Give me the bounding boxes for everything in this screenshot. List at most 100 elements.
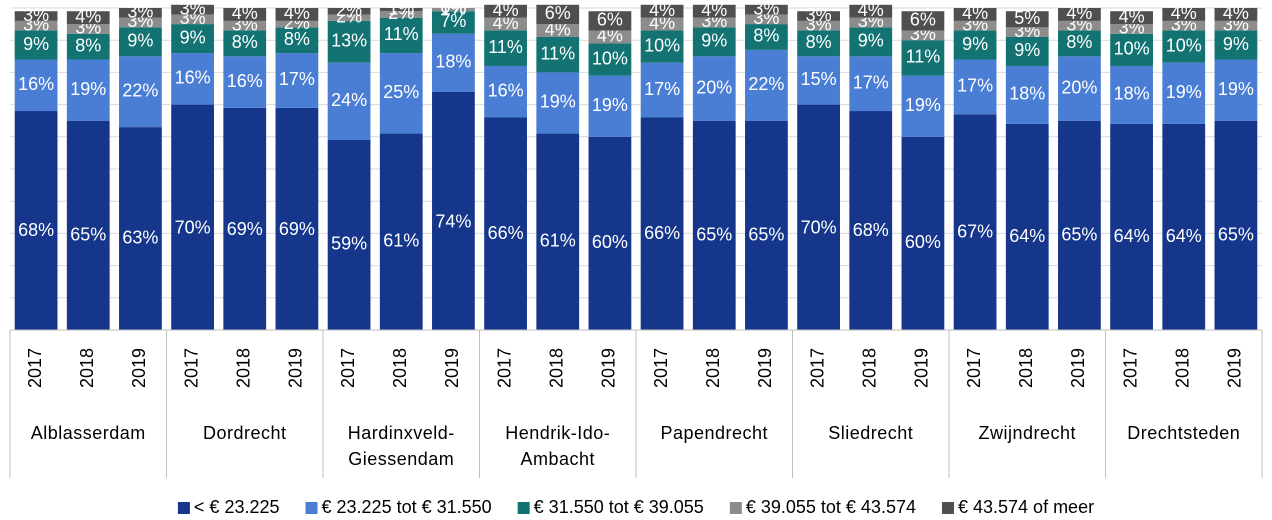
legend-item: € 31.550 tot € 39.055	[517, 497, 704, 517]
bar-segment	[119, 8, 162, 18]
legend-swatch	[177, 502, 190, 514]
bar-segment	[1110, 24, 1153, 34]
data-label: 17%	[853, 72, 889, 92]
bar-segment	[1110, 65, 1153, 124]
bar-segment	[953, 114, 997, 330]
x-tick-label: 2019	[755, 348, 775, 388]
data-label: 4%	[493, 13, 519, 33]
data-label: 8%	[232, 32, 258, 52]
data-label: 65%	[70, 225, 106, 245]
bar-segment	[432, 33, 475, 92]
data-label: 19%	[70, 79, 106, 99]
data-label: 65%	[1061, 225, 1097, 245]
data-label: 65%	[748, 225, 784, 245]
bar-segment	[953, 59, 997, 115]
bar-segment	[275, 20, 319, 28]
data-label: 6%	[597, 10, 623, 30]
bar-segment	[484, 4, 527, 18]
data-label: 64%	[1166, 226, 1202, 246]
data-label: 9%	[1014, 40, 1040, 60]
bar-segment	[1162, 30, 1206, 63]
data-label: 17%	[644, 79, 680, 99]
bar-segment	[223, 56, 267, 108]
data-label: 3%	[127, 2, 153, 22]
data-label: 65%	[1218, 225, 1254, 245]
data-label: 70%	[175, 217, 211, 237]
data-label: 67%	[957, 222, 993, 242]
data-label: 9%	[701, 31, 727, 51]
x-tick-label: 2019	[599, 348, 619, 388]
data-label: 1%	[388, 0, 414, 18]
data-label: 25%	[383, 82, 419, 102]
bar-segment	[901, 75, 945, 137]
x-tick-label: 2017	[651, 348, 671, 388]
bar-segment	[379, 17, 423, 54]
data-label: 3%	[806, 5, 832, 25]
bar-segment	[1005, 11, 1049, 28]
bar-segment	[1058, 20, 1101, 31]
group-label: Sliedrecht	[828, 423, 914, 443]
data-label: 11%	[540, 43, 575, 63]
bar-segment	[640, 62, 684, 118]
data-label: 18%	[1114, 84, 1150, 104]
bar-segment	[171, 24, 214, 54]
bar-segment	[588, 11, 632, 31]
bar-segment	[327, 62, 371, 141]
data-label: 17%	[279, 69, 315, 89]
data-label: 19%	[1218, 79, 1254, 99]
legend-label: € 31.550 tot € 39.055	[534, 497, 704, 517]
bar-segment	[536, 24, 580, 37]
group-label: Dordrecht	[202, 423, 287, 443]
x-tick-label: 2018	[234, 348, 254, 388]
group-label: Zwijndrecht	[978, 423, 1077, 443]
data-label: 4%	[1171, 3, 1197, 23]
data-label: 1%	[440, 0, 466, 18]
bar-segment	[14, 59, 58, 112]
x-tick-label: 2017	[181, 348, 201, 388]
legend-swatch	[729, 502, 742, 514]
data-label: 4%	[75, 6, 101, 26]
data-label: 22%	[122, 80, 158, 100]
data-label: 18%	[1009, 84, 1045, 104]
data-label: 15%	[801, 69, 837, 89]
data-label: 60%	[592, 232, 628, 252]
data-label: 17%	[957, 76, 993, 96]
x-tick-label: 2019	[1068, 348, 1088, 388]
bar-segment	[432, 91, 475, 330]
data-label: 22%	[748, 74, 784, 94]
bar-segment	[953, 8, 997, 21]
bar-segment	[327, 20, 371, 63]
group-label: Hendrik-Ido-Ambacht	[505, 423, 611, 469]
data-label: 4%	[962, 3, 988, 23]
bar-segment	[953, 20, 997, 31]
bar-segment	[1005, 123, 1049, 330]
data-label: 18%	[435, 51, 471, 71]
bar-segment	[588, 30, 632, 44]
x-tick-label: 2018	[390, 348, 410, 388]
bar-segment	[797, 11, 840, 21]
bar-segment	[536, 133, 580, 330]
data-label: 4%	[649, 13, 675, 33]
bar-segment	[745, 120, 788, 330]
bar-segment	[1005, 27, 1049, 37]
data-label: 4%	[701, 0, 727, 20]
x-tick-label: 2018	[860, 348, 880, 388]
bar-segment	[275, 107, 319, 330]
bar-segment	[275, 53, 319, 108]
data-label: 9%	[23, 34, 49, 54]
bar-segment	[692, 120, 736, 330]
bar-segment	[14, 111, 58, 330]
bar-segment	[484, 30, 527, 66]
data-label: 63%	[122, 227, 158, 247]
bar-segment	[1110, 33, 1153, 66]
bar-segment	[119, 17, 162, 28]
data-label: 8%	[806, 32, 832, 52]
data-label: 4%	[232, 3, 258, 23]
data-label: 9%	[127, 31, 153, 51]
bar-segment	[588, 136, 632, 330]
bar-segment	[745, 4, 788, 15]
data-label: 8%	[284, 29, 310, 49]
data-label: 4%	[284, 3, 310, 23]
bar-segment	[1058, 56, 1101, 121]
